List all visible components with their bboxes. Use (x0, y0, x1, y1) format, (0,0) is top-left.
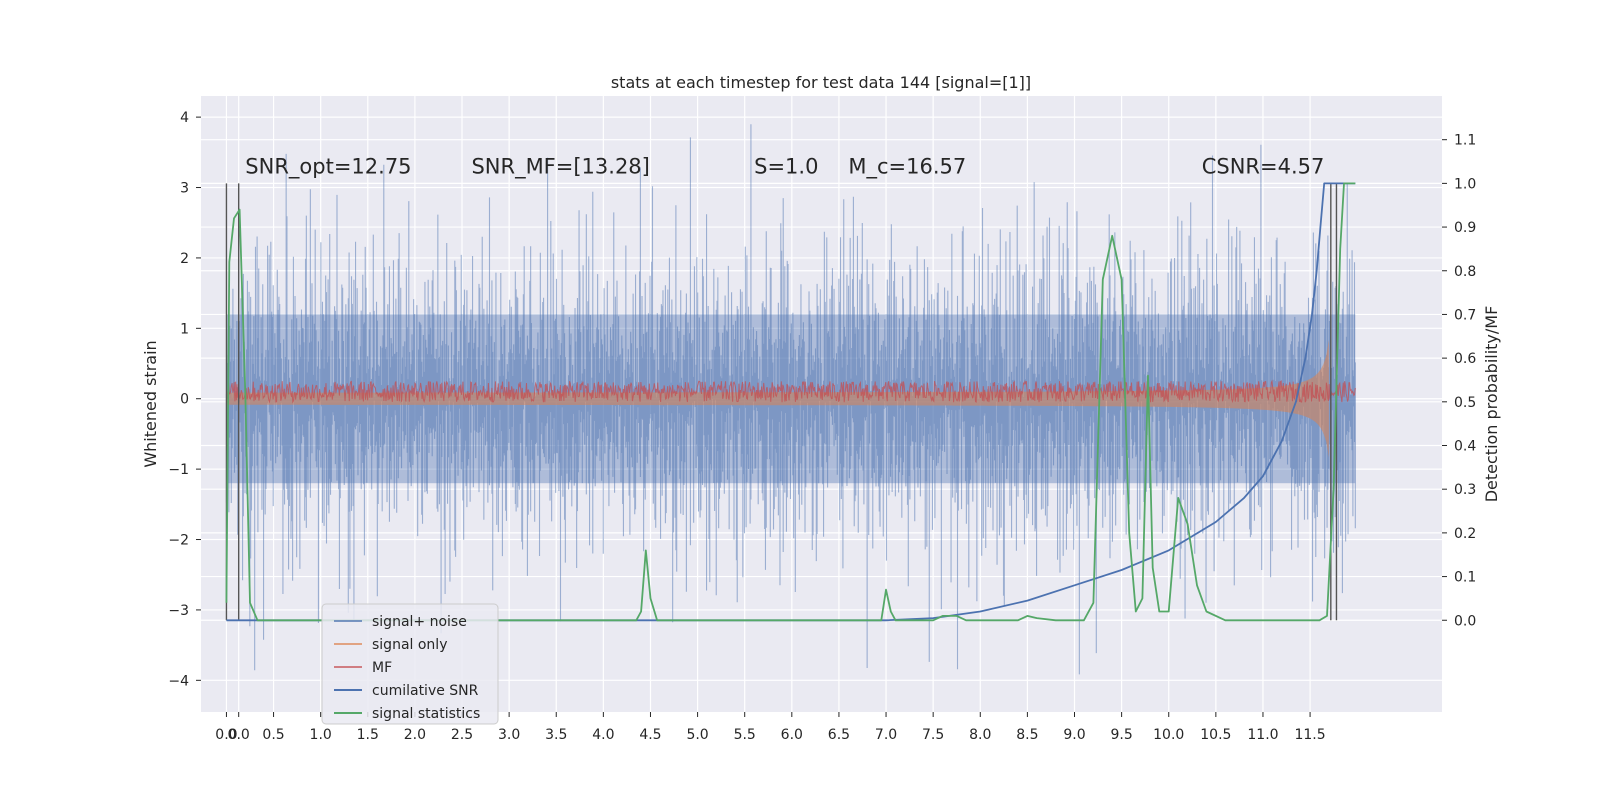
right-axis-series (225, 182, 1356, 622)
annotations: SNR_opt=12.75 SNR_MF=[13.28] S=1.0 M_c=16.5… (245, 154, 1324, 179)
y2-tick-label: 0.9 (1454, 220, 1476, 236)
legend-entry: signal+ noise (372, 614, 467, 630)
y-tick-label: −2 (168, 533, 189, 549)
x-tick-label: 10.0 (1153, 727, 1184, 743)
y-axis-ticks: −4 −3 −2 −1 0 1 2 3 4 (168, 110, 201, 689)
y2-axis-ticks: 0.0 0.1 0.2 0.3 0.4 0.5 0.6 0.7 0.8 0.9 1.0 1.1 (1442, 133, 1476, 629)
x-tick-label: 1.5 (357, 727, 379, 743)
legend-entry: cumilative SNR (372, 683, 479, 699)
x-tick-label: 5.5 (734, 727, 756, 743)
y2-tick-label: 0.1 (1454, 570, 1476, 586)
y2-tick-label: 1.1 (1454, 133, 1476, 149)
legend: signal+ noise signal only MF cumilative SNR… (321, 603, 499, 725)
y2-tick-label: 0.5 (1454, 395, 1476, 411)
mf-series (225, 379, 1356, 404)
y-tick-label: 4 (180, 110, 189, 126)
legend-entry: signal only (372, 637, 447, 653)
annotation: S=1.0 (754, 154, 818, 178)
x-tick-label: 1.0 (310, 727, 332, 743)
x-tick-label: 8.5 (1016, 727, 1038, 743)
x-tick-label: 3.5 (545, 727, 567, 743)
signal-only-series (226, 340, 1329, 458)
y2-axis-label: Detection probability/MF (1482, 306, 1501, 503)
y2-tick-label: 0.6 (1454, 351, 1476, 367)
x-tick-label: 7.0 (875, 727, 897, 743)
y2-tick-label: 0.4 (1454, 439, 1476, 455)
y2-tick-label: 0.2 (1454, 526, 1476, 542)
x-tick-label: 2.5 (451, 727, 473, 743)
x-tick-label: 11.5 (1294, 727, 1325, 743)
x-tick-label: 10.5 (1200, 727, 1231, 743)
signal-statistics-line (225, 182, 1356, 622)
x-tick-label: 6.0 (781, 727, 803, 743)
x-tick-label: 7.5 (922, 727, 944, 743)
y-tick-label: −3 (168, 603, 189, 619)
y-tick-label: 2 (180, 251, 189, 267)
y-tick-label: 1 (180, 321, 189, 337)
annotation: SNR_opt=12.75 (245, 154, 411, 179)
x-tick-label: 4.5 (639, 727, 661, 743)
mf-line (225, 379, 1356, 404)
legend-entry: MF (372, 660, 392, 676)
x-tick-label: 11.0 (1247, 727, 1278, 743)
y-tick-label: 3 (180, 181, 189, 197)
legend-entry: signal statistics (372, 706, 480, 722)
x-tick-label: 9.5 (1110, 727, 1132, 743)
x-tick-label: 5.0 (686, 727, 708, 743)
x-tick-label: 2.0 (404, 727, 426, 743)
x-tick-label: 6.5 (828, 727, 850, 743)
y2-tick-label: 0.3 (1454, 482, 1476, 498)
y-tick-label: 0 (180, 392, 189, 408)
x-tick-label: 8.0 (969, 727, 991, 743)
x-tick-label: 0.5 (262, 727, 284, 743)
y2-tick-label: 1.0 (1454, 176, 1476, 192)
y-tick-label: −1 (168, 462, 189, 478)
signal-only-envelope (226, 340, 1329, 458)
x-tick-label: 3.0 (498, 727, 520, 743)
annotation: SNR_MF=[13.28] (471, 154, 649, 179)
annotation: CSNR=4.57 (1202, 154, 1325, 178)
chart-title: stats at each timestep for test data 144… (611, 73, 1031, 92)
y2-tick-label: 0.0 (1454, 613, 1476, 629)
y2-tick-label: 0.8 (1454, 264, 1476, 280)
x-tick-label: 9.0 (1063, 727, 1085, 743)
y-axis-label: Whitened strain (141, 340, 160, 467)
cumilative-snr-line (226, 182, 1356, 622)
legend-box (321, 603, 499, 725)
x-axis-ticks: 0.00.0 0.5 1.0 1.5 2.0 2.5 3.0 3.5 4.0 4.5 5.0 5.5 6… (215, 712, 1326, 743)
x-tick-label: 0.0 (215, 727, 237, 743)
annotation: M_c=16.57 (848, 154, 966, 179)
y-tick-label: −4 (168, 673, 189, 689)
y2-tick-label: 0.7 (1454, 307, 1476, 323)
x-tick-label: 4.0 (592, 727, 614, 743)
x-tick-label: 0.0 (228, 727, 250, 743)
